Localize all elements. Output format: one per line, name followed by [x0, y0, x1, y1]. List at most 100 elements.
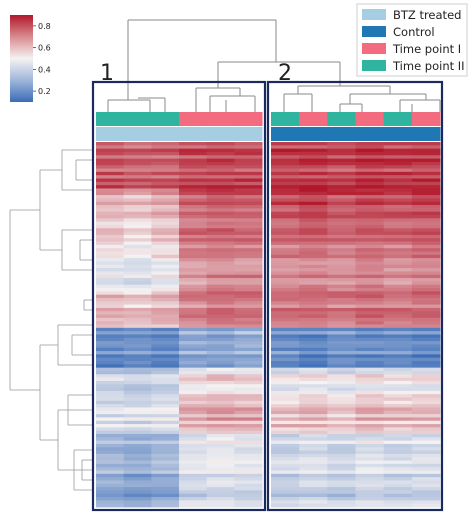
heatmap-cell	[123, 367, 152, 372]
heatmap-cell	[411, 148, 441, 153]
heatmap-cell	[271, 188, 300, 193]
heatmap-cell	[179, 165, 208, 169]
heatmap-cell	[179, 224, 208, 229]
heatmap-cell	[179, 218, 208, 223]
heatmap-cell	[151, 487, 180, 491]
heatmap-cell	[96, 185, 125, 189]
heatmap-cell	[151, 480, 180, 485]
heatmap-cell	[179, 387, 208, 392]
heatmap-cell	[151, 384, 180, 388]
heatmap-cell	[96, 424, 125, 428]
heatmap-cell	[327, 211, 356, 216]
heatmap-cell	[327, 374, 356, 378]
heatmap-cell	[151, 224, 180, 229]
heatmap-cell	[96, 142, 125, 146]
heatmap-cell	[234, 480, 263, 485]
heatmap-cell	[383, 205, 413, 209]
heatmap-cell	[383, 410, 413, 415]
heatmap-cell	[151, 387, 180, 392]
heatmap-cell	[151, 447, 180, 451]
heatmap-cell	[123, 248, 152, 252]
legend-label-btz: BTZ treated	[393, 8, 461, 22]
heatmap-cell	[271, 165, 300, 169]
heatmap-cell	[271, 427, 300, 432]
heatmap-cell	[299, 374, 328, 378]
heatmap-cell	[327, 294, 356, 299]
heatmap-cell	[179, 467, 208, 471]
heatmap-cell	[355, 291, 385, 296]
heatmap-cell	[355, 264, 385, 269]
heatmap-cell	[411, 460, 441, 465]
heatmap-cell	[299, 211, 328, 216]
heatmap-cell	[383, 195, 413, 199]
heatmap-cell	[299, 410, 328, 415]
heatmap-cell	[234, 420, 263, 425]
heatmap-cell	[151, 274, 180, 279]
heatmap-cell	[299, 473, 328, 478]
heatmap-cell	[206, 397, 235, 402]
heatmap-cell	[179, 175, 208, 179]
heatmap-cell	[355, 437, 385, 442]
heatmap-cell	[355, 443, 385, 448]
heatmap-cell	[355, 268, 385, 272]
heatmap-cell	[411, 281, 441, 286]
heatmap-cell	[234, 417, 263, 422]
heatmap-cell	[383, 490, 413, 495]
heatmap-cell	[206, 288, 235, 292]
heatmap-cell	[355, 357, 385, 362]
heatmap-cell	[123, 304, 152, 309]
heatmap-cell	[234, 414, 263, 418]
heatmap-cell	[234, 493, 263, 498]
heatmap-cell	[355, 195, 385, 199]
heatmap-cell	[355, 440, 385, 445]
heatmap-cell	[383, 370, 413, 375]
heatmap-cell	[327, 317, 356, 322]
heatmap-cell	[383, 460, 413, 465]
heatmap-cell	[327, 181, 356, 186]
heatmap-cell	[151, 241, 180, 246]
heatmap-cell	[151, 291, 180, 296]
heatmap-cell	[299, 397, 328, 402]
heatmap-cell	[299, 447, 328, 451]
heatmap-cell	[123, 284, 152, 289]
heatmap-cell	[123, 327, 152, 332]
heatmap-cell	[179, 314, 208, 319]
heatmap-cell	[234, 198, 263, 203]
heatmap-cell	[411, 364, 441, 369]
heatmap-cell	[327, 404, 356, 408]
heatmap-cell	[179, 274, 208, 279]
heatmap-cell	[123, 434, 152, 438]
heatmap-cell	[206, 453, 235, 458]
heatmap-cell	[123, 347, 152, 352]
colorbar-tick-label: 0.2	[38, 87, 51, 96]
heatmap-cell	[151, 231, 180, 236]
heatmap-cell	[96, 161, 125, 166]
heatmap-cell	[411, 480, 441, 485]
heatmap-cell	[383, 364, 413, 369]
heatmap-cell	[96, 271, 125, 276]
heatmap-cell	[206, 357, 235, 362]
heatmap-cell	[96, 261, 125, 266]
heatmap-cell	[327, 414, 356, 418]
heatmap-cell	[179, 321, 208, 325]
heatmap-cell	[96, 278, 125, 282]
heatmap-cell	[123, 430, 152, 435]
heatmap-cell	[411, 201, 441, 206]
heatmap-cell	[355, 364, 385, 369]
heatmap-cell	[179, 291, 208, 296]
heatmap-cell	[234, 483, 263, 488]
heatmap-cell	[96, 181, 125, 186]
heatmap-cell	[123, 470, 152, 475]
heatmap-cell	[299, 480, 328, 485]
heatmap-cell	[96, 158, 125, 163]
heatmap-cell	[179, 201, 208, 206]
heatmap-cell	[123, 317, 152, 322]
heatmap-cell	[327, 410, 356, 415]
heatmap-cell	[271, 264, 300, 269]
heatmap-cell	[123, 404, 152, 408]
heatmap-cell	[383, 251, 413, 256]
heatmap-cell	[271, 347, 300, 352]
heatmap-cell	[383, 414, 413, 418]
heatmap-cell	[383, 168, 413, 173]
